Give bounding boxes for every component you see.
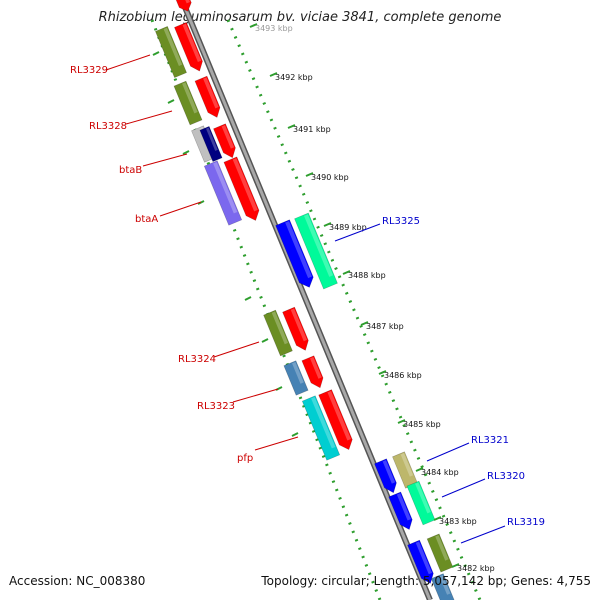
- label-layer: RL3329 RL3328 btaB btaA RL3324 RL3323 pfp RL332…: [70, 54, 545, 544]
- feature-arrow-red: [318, 389, 353, 451]
- feature-arrow-red: [213, 123, 236, 159]
- feature-arrow-blue: [407, 539, 434, 584]
- feature-block-green: [294, 212, 338, 290]
- tick-mark: [269, 72, 278, 77]
- tick-label: 3493 kbp: [255, 24, 293, 33]
- outer-dotted-ring: [226, 19, 482, 600]
- gene-label-leader: [142, 153, 188, 167]
- inner-tick-mark: [167, 99, 175, 104]
- tick-label: 3491 kbp: [293, 125, 331, 134]
- feature-arrow-blue: [374, 458, 397, 494]
- gene-label-left: RL3323: [197, 401, 235, 412]
- tick-label: 3484 kbp: [421, 468, 459, 477]
- feature-block-green: [406, 480, 436, 526]
- gene-label-leader: [232, 388, 279, 403]
- feature-block-olive: [426, 533, 454, 573]
- map-title: Rhizobium leguminosarum bv. viciae 3841,…: [98, 10, 502, 25]
- inner-tick-mark: [244, 296, 252, 301]
- gene-label-leader: [334, 223, 381, 242]
- tick-mark: [342, 270, 351, 275]
- gene-label-leader: [254, 436, 299, 451]
- gene-label-right: RL3325: [382, 216, 420, 227]
- tick-mark: [305, 172, 314, 177]
- tick-mark: [323, 222, 332, 227]
- gene-label-left: RL3324: [178, 354, 216, 365]
- feature-block-olive: [263, 309, 293, 357]
- feature-block-purple: [203, 160, 243, 226]
- gene-label-left: pfp: [237, 453, 253, 464]
- tick-label: 3483 kbp: [439, 517, 477, 526]
- tick-layer: 3493 kbp 3492 kbp 3491 kbp 3490 kbp 3489 kbp…: [152, 23, 495, 573]
- gene-label-leader: [426, 442, 470, 462]
- feature-block-cyan: [301, 395, 341, 461]
- feature-arrow-red: [194, 75, 221, 118]
- genome-summary-text: Topology: circular; Length: 5,057,142 bp…: [261, 574, 591, 588]
- feature-block-khaki: [392, 451, 418, 489]
- feature-arrow-red: [282, 306, 309, 351]
- feature-arrow-red: [173, 0, 192, 12]
- tick-mark: [397, 419, 406, 424]
- gene-label-left: RL3328: [89, 121, 127, 132]
- tick-mark: [415, 467, 424, 472]
- gene-label-leader: [460, 525, 506, 544]
- tick-mark: [360, 321, 369, 326]
- tick-mark: [287, 124, 296, 129]
- tick-label: 3487 kbp: [366, 322, 404, 331]
- feature-block-navy: [199, 125, 223, 163]
- tick-mark: [249, 23, 258, 28]
- inner-tick-mark: [291, 432, 299, 437]
- feature-block-olive: [173, 80, 203, 126]
- tick-label: 3485 kbp: [403, 420, 441, 429]
- tick-label: 3492 kbp: [275, 73, 313, 82]
- gene-label-left: RL3329: [70, 65, 108, 76]
- feature-block-olive: [155, 26, 187, 78]
- tick-mark: [433, 516, 442, 521]
- tick-mark: [378, 370, 387, 375]
- feature-arrow-blue: [275, 219, 314, 288]
- gene-label-right: RL3321: [471, 435, 509, 446]
- inner-tick-mark: [182, 150, 190, 155]
- gene-label-leader: [159, 201, 202, 217]
- backbone: [180, 0, 432, 600]
- feature-block-steelblue: [430, 573, 456, 600]
- tick-label: 3486 kbp: [384, 371, 422, 380]
- inner-tick-mark: [261, 338, 269, 343]
- gene-label-left: btaA: [135, 214, 158, 225]
- tick-label: 3489 kbp: [329, 223, 367, 232]
- tick-mark: [451, 563, 460, 568]
- feature-arrow-blue: [388, 491, 413, 530]
- gene-label-right: RL3320: [487, 471, 525, 482]
- tick-label: 3482 kbp: [457, 564, 495, 573]
- feature-arrow-red: [301, 355, 324, 389]
- feature-block-steelblue: [283, 360, 309, 396]
- feature-arrow-red: [174, 22, 203, 72]
- gene-label-leader: [125, 110, 173, 125]
- gene-label-leader: [213, 341, 260, 358]
- inner-tick-mark: [152, 51, 160, 56]
- tick-label: 3488 kbp: [348, 271, 386, 280]
- feature-arrow-red: [223, 156, 260, 221]
- gene-label-left: btaB: [119, 165, 142, 176]
- gene-label-right: RL3319: [507, 517, 545, 528]
- gene-label-leader: [105, 54, 151, 71]
- accession-text: Accession: NC_008380: [9, 574, 146, 588]
- tick-label: 3490 kbp: [311, 173, 349, 182]
- gene-label-leader: [441, 478, 486, 498]
- feature-layer: [155, 0, 456, 600]
